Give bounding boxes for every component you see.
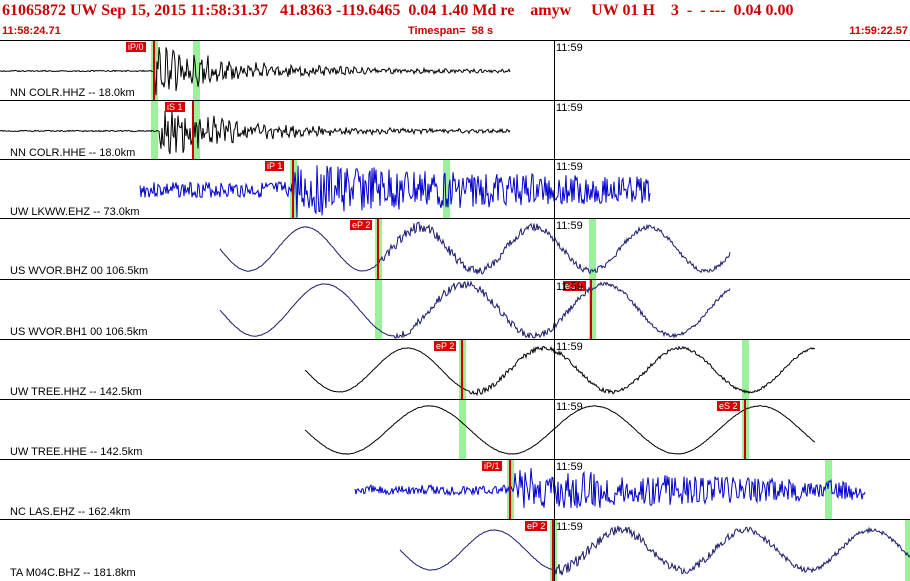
- seismogram-trace[interactable]: [0, 520, 910, 580]
- phase-pick-label[interactable]: iS 1: [165, 102, 185, 112]
- phase-pick-line[interactable]: [509, 460, 511, 520]
- channel-label: UW TREE.HHZ -- 142.5km: [10, 386, 142, 398]
- seismogram-trace[interactable]: [0, 41, 910, 101]
- minute-tick-line: [554, 41, 555, 101]
- pick-window-marker: [375, 280, 382, 340]
- phase-pick-label[interactable]: eS 2: [717, 401, 740, 411]
- waveform-path: [304, 345, 816, 397]
- minute-tick-label: 11:59: [556, 281, 583, 293]
- phase-pick-label[interactable]: eP 2: [434, 341, 457, 351]
- phase-pick-line[interactable]: [744, 400, 746, 460]
- trace-panel[interactable]: eP 2 11:59 UW TREE.HHZ -- 142.5km: [0, 339, 910, 400]
- phase-pick-line[interactable]: [461, 340, 463, 400]
- phase-pick-label[interactable]: iP/1: [482, 461, 502, 471]
- channel-label: TA M04C.BHZ -- 181.8km: [10, 567, 136, 579]
- pick-window-marker: [742, 340, 749, 400]
- minute-tick-line: [554, 400, 555, 460]
- seismogram-trace[interactable]: [0, 101, 910, 161]
- minute-tick-line: [554, 520, 555, 581]
- minute-tick-label: 11:59: [556, 521, 583, 533]
- waveform-path: [219, 221, 731, 275]
- minute-tick-label: 11:59: [556, 401, 583, 413]
- pick-window-marker: [589, 219, 596, 279]
- timespan: Timespan= 58 s: [408, 25, 494, 37]
- pick-window-marker: [443, 160, 450, 220]
- waveform-path: [399, 525, 910, 576]
- seismogram-trace[interactable]: [0, 219, 910, 279]
- channel-label: US WVOR.BH1 00 106.5km: [10, 326, 148, 338]
- pick-window-marker: [825, 460, 832, 520]
- minute-tick-label: 11:59: [556, 102, 583, 114]
- seismogram-trace[interactable]: [0, 460, 910, 520]
- minute-tick-label: 11:59: [556, 461, 583, 473]
- channel-label: NN COLR.HHZ -- 18.0km: [10, 87, 135, 99]
- phase-pick-line[interactable]: [153, 41, 155, 101]
- pick-window-marker: [905, 520, 910, 581]
- channel-label: UW LKWW.EHZ -- 73.0km: [10, 206, 140, 218]
- channel-label: US WVOR.BHZ 00 106.5km: [10, 265, 149, 277]
- minute-tick-label: 11:59: [556, 220, 583, 232]
- phase-pick-label[interactable]: eP 2: [525, 521, 548, 531]
- channel-label: NN COLR.HHE -- 18.0km: [10, 147, 136, 159]
- phase-pick-label[interactable]: eP 2: [350, 220, 373, 230]
- minute-tick-line: [554, 219, 555, 279]
- seismogram-trace[interactable]: [0, 160, 910, 220]
- pick-window-marker: [459, 400, 466, 460]
- minute-tick-label: 11:59: [556, 161, 583, 173]
- event-header: 61065872 UW Sep 15, 2015 11:58:31.37 41.…: [0, 0, 910, 40]
- waveform-path: [0, 110, 511, 154]
- waveform-path: [219, 280, 731, 339]
- trace-panel[interactable]: eP 2 11:59 US WVOR.BHZ 00 106.5km: [0, 218, 910, 279]
- minute-tick-label: 11:59: [556, 341, 583, 353]
- phase-pick-line[interactable]: [377, 219, 379, 279]
- phase-pick-label[interactable]: eS 1: [563, 281, 586, 291]
- trace-panel[interactable]: iP/1 11:59 NC LAS.EHZ -- 162.4km: [0, 459, 910, 520]
- end-time: 11:59:22.57: [849, 25, 908, 37]
- waveform-path: [0, 47, 511, 96]
- event-title: 61065872 UW Sep 15, 2015 11:58:31.37 41.…: [2, 2, 794, 19]
- pick-window-marker: [193, 41, 200, 101]
- seismogram-trace[interactable]: [0, 340, 910, 400]
- phase-pick-label[interactable]: iP 1: [265, 161, 285, 171]
- trace-panel[interactable]: eS 1 11:59 US WVOR.BH1 00 106.5km: [0, 279, 910, 340]
- channel-label: UW TREE.HHE -- 142.5km: [10, 446, 143, 458]
- seismogram-trace[interactable]: [0, 280, 910, 340]
- seismogram-trace[interactable]: [0, 400, 910, 460]
- channel-label: NC LAS.EHZ -- 162.4km: [10, 506, 131, 518]
- trace-panel[interactable]: eS 2 11:59 UW TREE.HHE -- 142.5km: [0, 399, 910, 460]
- waveform-path: [139, 165, 651, 218]
- phase-pick-line[interactable]: [552, 520, 554, 581]
- minute-tick-line: [554, 280, 555, 340]
- phase-pick-line[interactable]: [292, 160, 294, 220]
- minute-tick-line: [554, 340, 555, 400]
- phase-pick-label[interactable]: iP/0: [126, 42, 146, 52]
- trace-panel[interactable]: eP 2 11:59 TA M04C.BHZ -- 181.8km: [0, 519, 910, 581]
- trace-panel[interactable]: iP 1 11:59 UW LKWW.EHZ -- 73.0km: [0, 159, 910, 220]
- waveform-path: [354, 468, 866, 509]
- phase-pick-line[interactable]: [590, 280, 592, 340]
- minute-tick-label: 11:59: [556, 42, 583, 54]
- pick-window-marker: [589, 280, 596, 340]
- start-time: 11:58:24.71: [2, 25, 61, 37]
- trace-panel[interactable]: iS 1 11:59 NN COLR.HHE -- 18.0km: [0, 100, 910, 161]
- minute-tick-line: [554, 160, 555, 220]
- waveform-path: [304, 405, 816, 455]
- pick-window-marker: [193, 101, 200, 161]
- phase-pick-line[interactable]: [192, 101, 194, 161]
- minute-tick-line: [554, 101, 555, 161]
- trace-panel[interactable]: iP/0 11:59 NN COLR.HHZ -- 18.0km: [0, 40, 910, 101]
